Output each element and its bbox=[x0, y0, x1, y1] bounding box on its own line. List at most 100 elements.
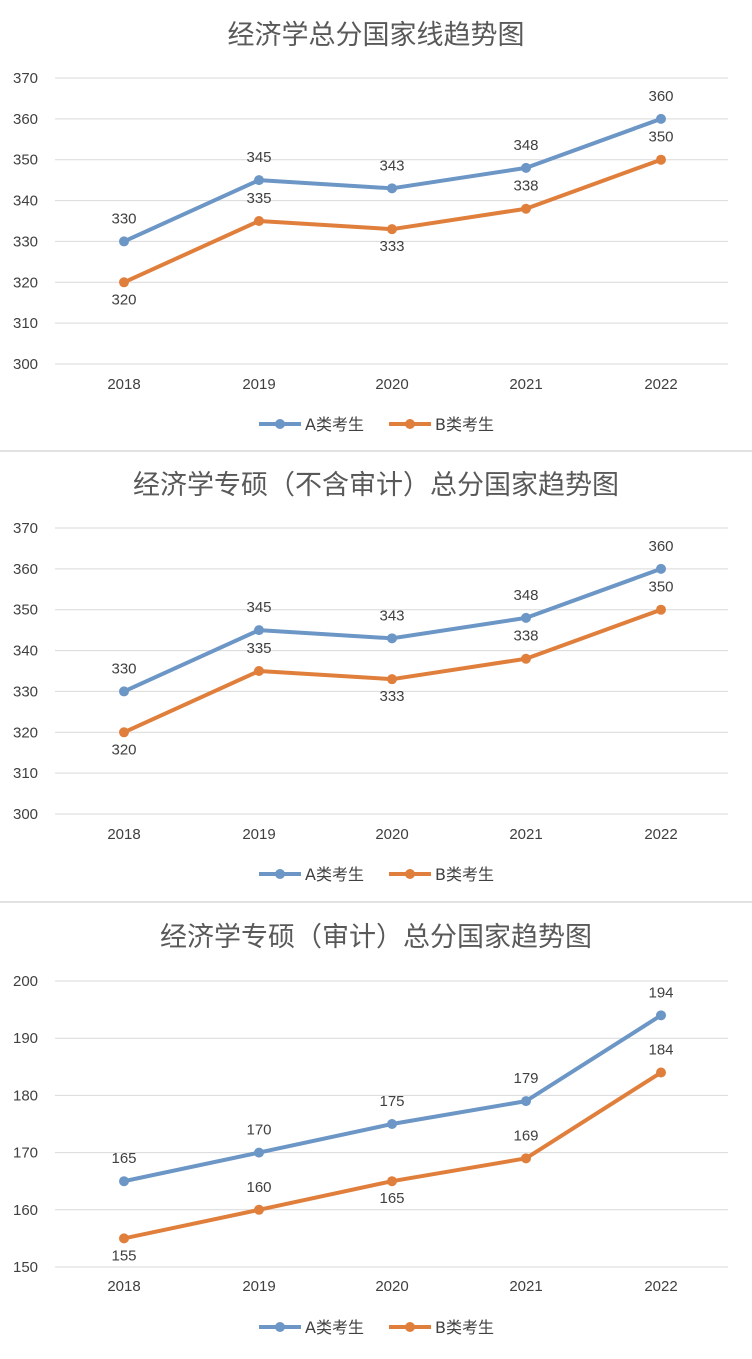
data-point bbox=[656, 1067, 666, 1078]
x-tick-label: 2019 bbox=[242, 376, 275, 393]
data-point bbox=[254, 1204, 264, 1215]
data-point bbox=[521, 612, 531, 623]
data-label: 169 bbox=[513, 1127, 538, 1144]
data-point bbox=[521, 1096, 531, 1107]
y-tick-label: 310 bbox=[13, 765, 38, 782]
data-label: 343 bbox=[379, 607, 404, 624]
legend-marker bbox=[405, 419, 415, 429]
legend-marker bbox=[275, 1322, 285, 1332]
chart-1: 经济学总分国家线趋势图 300 310 320 330 340 350 360 370 2018 2… bbox=[13, 20, 728, 434]
legend-item-b: B类考生 bbox=[389, 865, 494, 884]
y-tick-label: 370 bbox=[13, 70, 38, 87]
data-label: 345 bbox=[246, 599, 271, 616]
data-point bbox=[521, 653, 531, 664]
data-label: 338 bbox=[513, 178, 538, 195]
data-label: 194 bbox=[648, 984, 673, 1001]
data-point bbox=[119, 236, 129, 247]
x-tick-label: 2018 bbox=[107, 826, 140, 843]
data-point bbox=[387, 1119, 397, 1129]
data-point bbox=[119, 1233, 129, 1244]
data-label: 160 bbox=[246, 1179, 271, 1196]
x-tick-label: 2021 bbox=[509, 376, 542, 393]
data-point bbox=[521, 1153, 531, 1164]
data-point bbox=[254, 666, 264, 676]
data-point bbox=[254, 625, 264, 636]
data-point bbox=[656, 154, 666, 165]
x-tick-label: 2022 bbox=[644, 826, 677, 843]
y-tick-label: 310 bbox=[13, 315, 38, 332]
data-point bbox=[656, 1010, 666, 1021]
x-tick-label: 2019 bbox=[242, 1278, 275, 1295]
x-tick-label: 2021 bbox=[509, 1278, 542, 1295]
data-point bbox=[521, 203, 531, 214]
legend-item-b: B类考生 bbox=[389, 1318, 494, 1337]
y-tick-label: 190 bbox=[13, 1030, 38, 1047]
legend-label: A类考生 bbox=[305, 1318, 364, 1337]
chart-title: 经济学总分国家线趋势图 bbox=[228, 20, 525, 51]
y-tick-label: 370 bbox=[13, 520, 38, 537]
y-tick-label: 150 bbox=[13, 1259, 38, 1276]
data-label: 360 bbox=[648, 88, 673, 105]
data-label: 350 bbox=[648, 579, 673, 596]
data-label: 179 bbox=[513, 1070, 538, 1087]
data-label: 335 bbox=[246, 190, 271, 207]
y-tick-label: 180 bbox=[13, 1087, 38, 1104]
x-tick-label: 2019 bbox=[242, 826, 275, 843]
data-point bbox=[656, 563, 666, 574]
data-point bbox=[119, 686, 129, 697]
y-tick-label: 340 bbox=[13, 193, 38, 210]
y-tick-label: 330 bbox=[13, 683, 38, 700]
data-point bbox=[387, 633, 397, 644]
x-tick-label: 2020 bbox=[375, 826, 408, 843]
data-label: 360 bbox=[648, 538, 673, 555]
legend-marker bbox=[405, 869, 415, 879]
y-tick-label: 200 bbox=[13, 973, 38, 990]
data-label: 338 bbox=[513, 628, 538, 645]
x-tick-label: 2021 bbox=[509, 826, 542, 843]
legend-marker bbox=[405, 1322, 415, 1332]
data-label: 330 bbox=[111, 210, 136, 227]
y-tick-label: 360 bbox=[13, 561, 38, 578]
data-label: 343 bbox=[379, 157, 404, 174]
x-tick-label: 2020 bbox=[375, 1278, 408, 1295]
y-tick-label: 350 bbox=[13, 602, 38, 619]
chart-title: 经济学专硕（不含审计）总分国家趋势图 bbox=[133, 470, 619, 501]
legend-item-a: A类考生 bbox=[259, 865, 364, 884]
data-label: 335 bbox=[246, 640, 271, 657]
data-point bbox=[521, 162, 531, 173]
chart-panel-1 bbox=[0, 0, 752, 451]
chart-3: 经济学专硕（审计）总分国家趋势图 150 160 170 180 190 200 2018 20… bbox=[13, 922, 728, 1337]
data-label: 155 bbox=[111, 1247, 136, 1264]
data-label: 348 bbox=[513, 587, 538, 604]
legend-marker bbox=[275, 419, 285, 429]
y-tick-label: 300 bbox=[13, 356, 38, 373]
data-label: 165 bbox=[111, 1150, 136, 1167]
data-point bbox=[254, 216, 264, 226]
y-tick-label: 330 bbox=[13, 233, 38, 250]
data-label: 348 bbox=[513, 137, 538, 154]
y-tick-label: 320 bbox=[13, 274, 38, 291]
data-label: 350 bbox=[648, 129, 673, 146]
data-point bbox=[119, 277, 129, 288]
legend-item-a: A类考生 bbox=[259, 1318, 364, 1337]
x-tick-label: 2018 bbox=[107, 376, 140, 393]
legend-label: B类考生 bbox=[435, 1318, 494, 1337]
data-point bbox=[656, 113, 666, 124]
legend-label: B类考生 bbox=[435, 865, 494, 884]
y-tick-label: 340 bbox=[13, 643, 38, 660]
legend-marker bbox=[275, 869, 285, 879]
y-tick-label: 170 bbox=[13, 1145, 38, 1162]
data-point bbox=[387, 1176, 397, 1187]
data-label: 345 bbox=[246, 149, 271, 166]
data-label: 333 bbox=[379, 688, 404, 705]
data-point bbox=[387, 224, 397, 235]
chart-2: 经济学专硕（不含审计）总分国家趋势图 300 310 320 330 340 350 360 3… bbox=[13, 470, 728, 884]
x-tick-label: 2022 bbox=[644, 376, 677, 393]
data-point bbox=[119, 727, 129, 738]
legend-item-a: A类考生 bbox=[259, 415, 364, 434]
chart-title: 经济学专硕（审计）总分国家趋势图 bbox=[160, 922, 592, 953]
data-label: 320 bbox=[111, 291, 136, 308]
data-label: 333 bbox=[379, 238, 404, 255]
y-tick-label: 160 bbox=[13, 1202, 38, 1219]
